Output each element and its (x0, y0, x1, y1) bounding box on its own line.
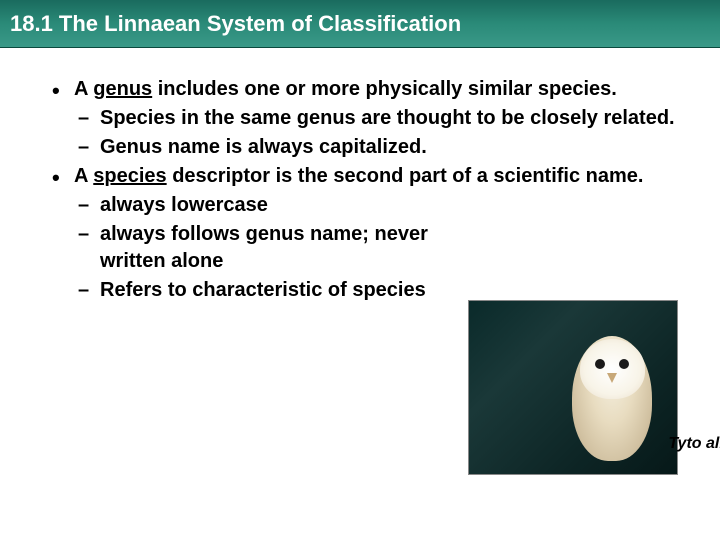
owl-face-shape (580, 339, 645, 399)
bullet-text: Species in the same genus are thought to… (100, 107, 675, 129)
bullet-text: always follows genus name; never written… (100, 221, 460, 275)
bullet-text: always lowercase (100, 194, 268, 216)
owl-eye-left (595, 359, 605, 369)
bullet-text: A genus includes one or more physically … (74, 78, 617, 100)
slide-content: A genus includes one or more physically … (0, 48, 720, 304)
bullet-list: A genus includes one or more physically … (30, 76, 690, 304)
slide-title: 18.1 The Linnaean System of Classificati… (10, 11, 461, 37)
bullet-sub: Genus name is always capitalized. (30, 134, 690, 161)
owl-beak-shape (607, 373, 617, 383)
bullet-sub: Species in the same genus are thought to… (30, 105, 690, 132)
bullet-main-species: A species descriptor is the second part … (30, 163, 690, 190)
image-caption: Tyto alba (668, 435, 720, 453)
bullet-text: Refers to characteristic of species (100, 277, 426, 304)
owl-eye-right (619, 359, 629, 369)
slide-header: 18.1 The Linnaean System of Classificati… (0, 0, 720, 48)
bullet-sub: always follows genus name; never written… (30, 221, 690, 275)
bullet-text: Genus name is always capitalized. (100, 136, 427, 158)
owl-image (468, 300, 678, 475)
bullet-main-genus: A genus includes one or more physically … (30, 76, 690, 103)
bullet-sub: always lowercase (30, 192, 690, 219)
bullet-text: A species descriptor is the second part … (74, 165, 643, 187)
image-block: Tyto alba (468, 300, 678, 475)
